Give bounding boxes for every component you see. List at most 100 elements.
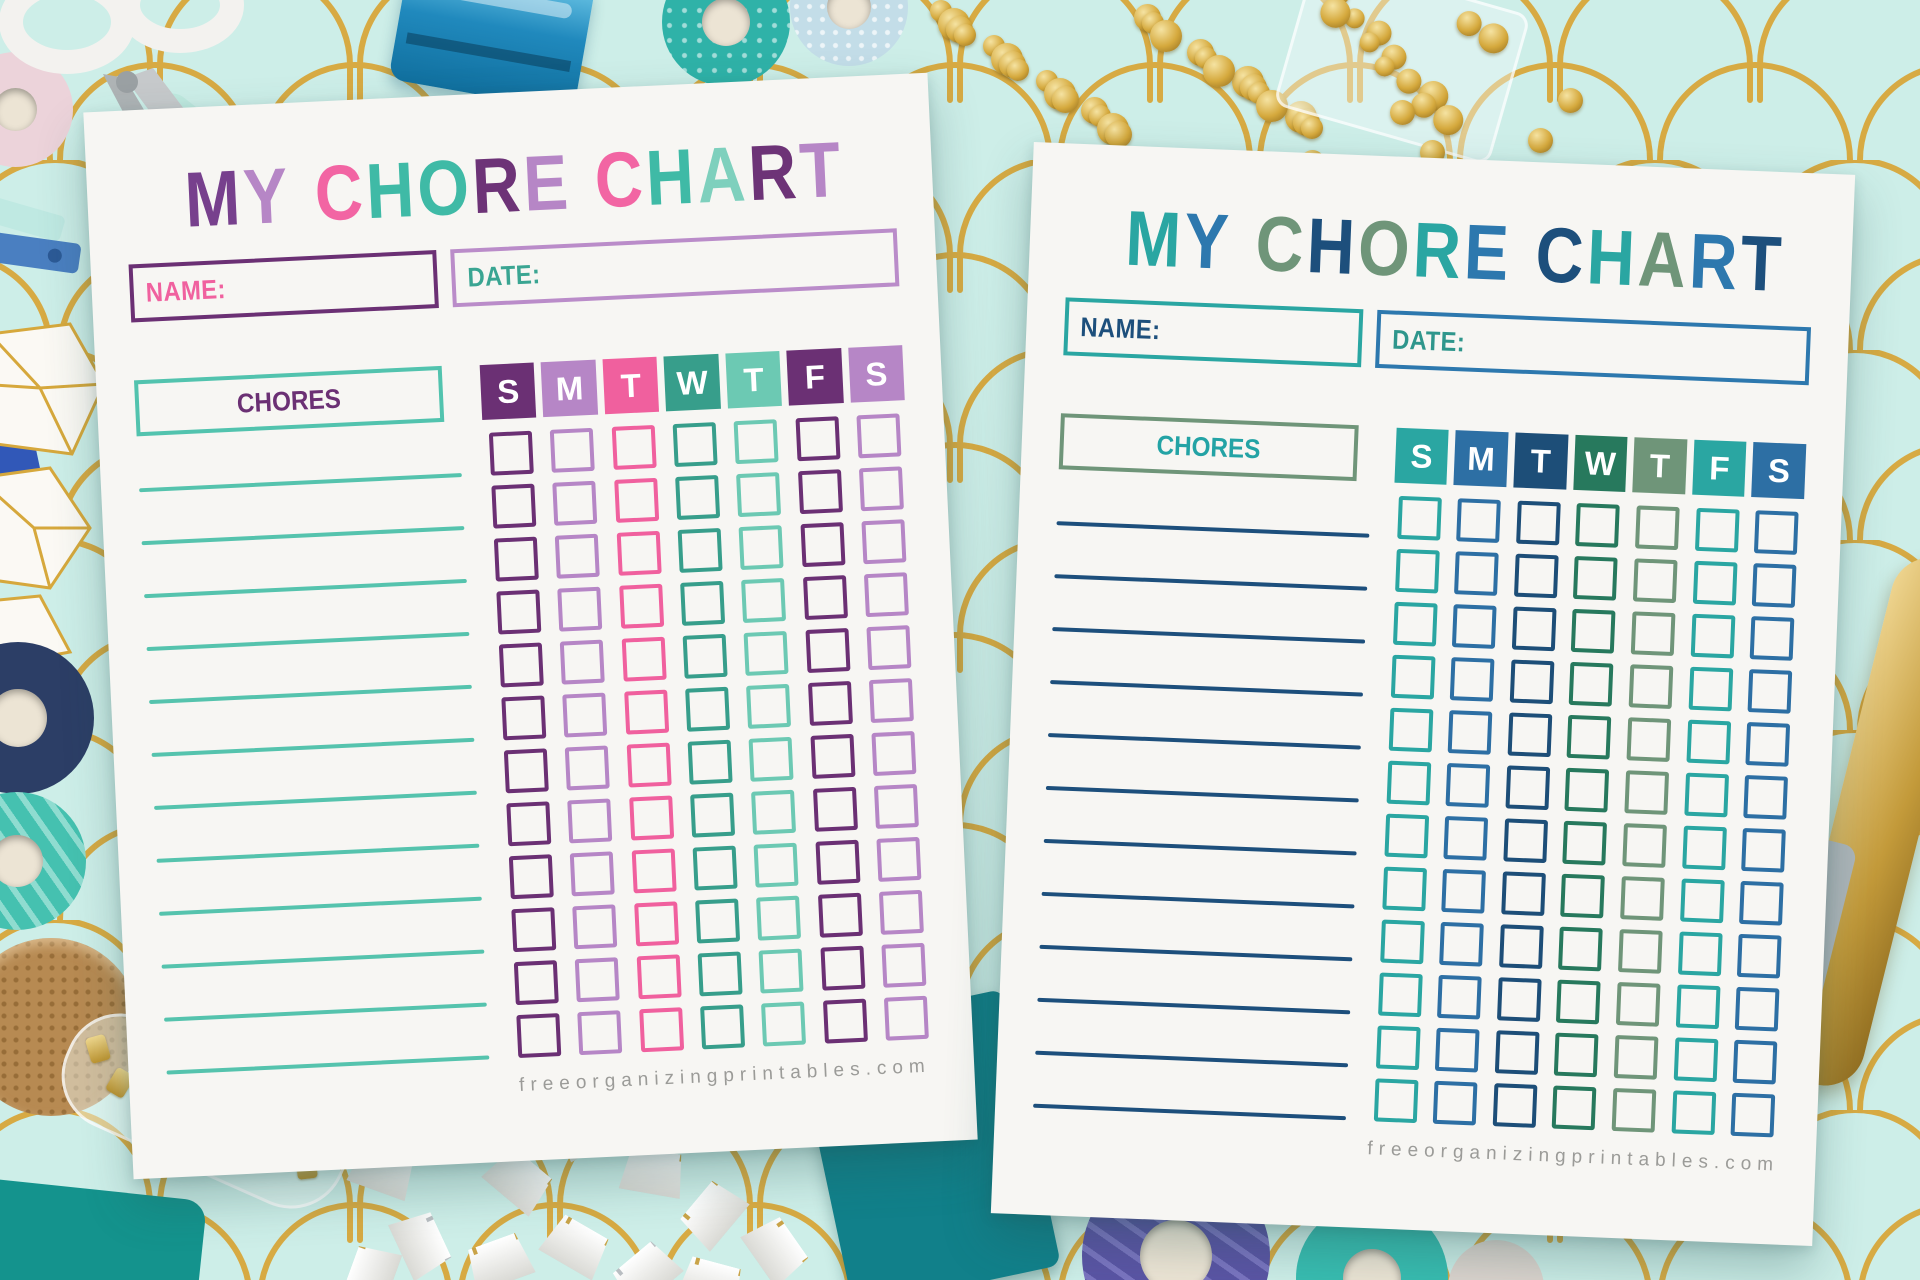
checkbox (1628, 664, 1674, 709)
checkbox (751, 789, 797, 835)
checkbox (1392, 601, 1438, 647)
checkbox (567, 798, 613, 844)
checkbox-cell (856, 514, 913, 570)
checkbox-cell (1487, 1078, 1542, 1133)
title-letter: C (592, 134, 645, 225)
checkbox (817, 892, 863, 938)
checkbox-cell (1549, 1027, 1604, 1082)
checkbox (692, 845, 738, 891)
checkbox-cell (748, 837, 805, 893)
checkbox (496, 589, 542, 635)
checkbox (1509, 659, 1555, 705)
checkbox (700, 1004, 746, 1050)
checkbox (554, 533, 600, 579)
checkbox-cell (876, 938, 933, 994)
checkbox-cell (1385, 650, 1440, 705)
checkbox (508, 854, 554, 900)
checkbox-cell (1392, 491, 1447, 546)
checkbox (746, 683, 792, 729)
checkbox (874, 783, 920, 829)
checkbox-cell (564, 846, 621, 902)
checkbox (864, 572, 910, 618)
title-letter: M (182, 153, 243, 244)
checkbox-cell (630, 949, 687, 1005)
checkbox-cell (572, 1005, 629, 1061)
checkbox (675, 474, 721, 520)
push-pin (1203, 55, 1235, 87)
checkbox (1434, 1027, 1480, 1073)
checkbox (1564, 767, 1610, 813)
checkbox-cell (498, 743, 555, 799)
checkbox-cell (669, 470, 726, 526)
checkbox-cell (562, 793, 619, 849)
checkbox-cell (1509, 548, 1564, 603)
checkbox (758, 948, 804, 994)
checkbox (626, 742, 672, 788)
checkbox (1694, 507, 1740, 553)
push-pin (1105, 121, 1132, 148)
checkbox-cell (490, 584, 547, 640)
checkbox-cell (1430, 1023, 1485, 1078)
push-pin (954, 24, 976, 46)
checkbox-cell (667, 417, 724, 473)
checkbox-cell (871, 832, 928, 888)
checkbox-cell (483, 425, 540, 481)
checkbox-cell (1373, 967, 1428, 1022)
checkbox-cell (799, 623, 856, 679)
checkbox-cell (756, 996, 813, 1052)
checkbox-cell (544, 423, 601, 479)
checkbox-cell (1498, 813, 1553, 868)
checkbox (741, 577, 787, 623)
checkbox-cell (1558, 816, 1613, 871)
day-tile: S (1394, 427, 1449, 485)
checkbox-cell (817, 993, 874, 1049)
checkbox (800, 522, 846, 568)
checkbox (736, 472, 782, 518)
chore-grid (1033, 477, 1804, 1142)
checkbox-cell (1504, 654, 1559, 709)
stapler-highlight (422, 0, 574, 20)
checkbox (672, 422, 718, 468)
title-letter (292, 221, 312, 222)
checkbox-cell (1630, 500, 1685, 555)
washi-core (701, 0, 751, 47)
checkbox (812, 786, 858, 832)
checkbox (820, 945, 866, 991)
push-pin (1528, 128, 1553, 153)
checkbox-cell (1615, 871, 1670, 926)
checkbox-cell (1441, 758, 1496, 813)
name-date-row: NAME: DATE: (1063, 297, 1812, 386)
checkbox-cell (1443, 705, 1498, 760)
checkbox (1615, 982, 1661, 1027)
checkbox-cell (508, 955, 565, 1011)
checkbox-cell (809, 835, 866, 891)
day-tile: S (1751, 442, 1807, 500)
checkbox-cell (1434, 917, 1489, 972)
checkbox-cell (1379, 808, 1434, 863)
checkbox-cell (1432, 970, 1487, 1025)
checkbox-cell (794, 517, 851, 573)
push-pin (1390, 100, 1415, 125)
checkbox (1394, 548, 1440, 594)
title-letter: T (1738, 218, 1783, 308)
checkbox-cell (1560, 763, 1615, 818)
checkbox (636, 954, 682, 1000)
checkbox (797, 469, 843, 515)
title-letter: R (746, 127, 799, 218)
checkbox-cell (503, 849, 560, 905)
checkbox-cell (1496, 866, 1551, 921)
checkbox (501, 695, 547, 741)
checkbox (859, 466, 905, 512)
checkbox (557, 586, 603, 632)
checkbox (1732, 1039, 1778, 1085)
checkbox (1449, 657, 1495, 702)
date-label: DATE: (466, 258, 541, 293)
checkbox-cell (1449, 546, 1504, 601)
washi-core (0, 834, 44, 888)
checkbox-cell (559, 740, 616, 796)
checkbox (1634, 505, 1680, 551)
checkbox-cell (615, 631, 672, 687)
checkbox (1754, 510, 1799, 555)
